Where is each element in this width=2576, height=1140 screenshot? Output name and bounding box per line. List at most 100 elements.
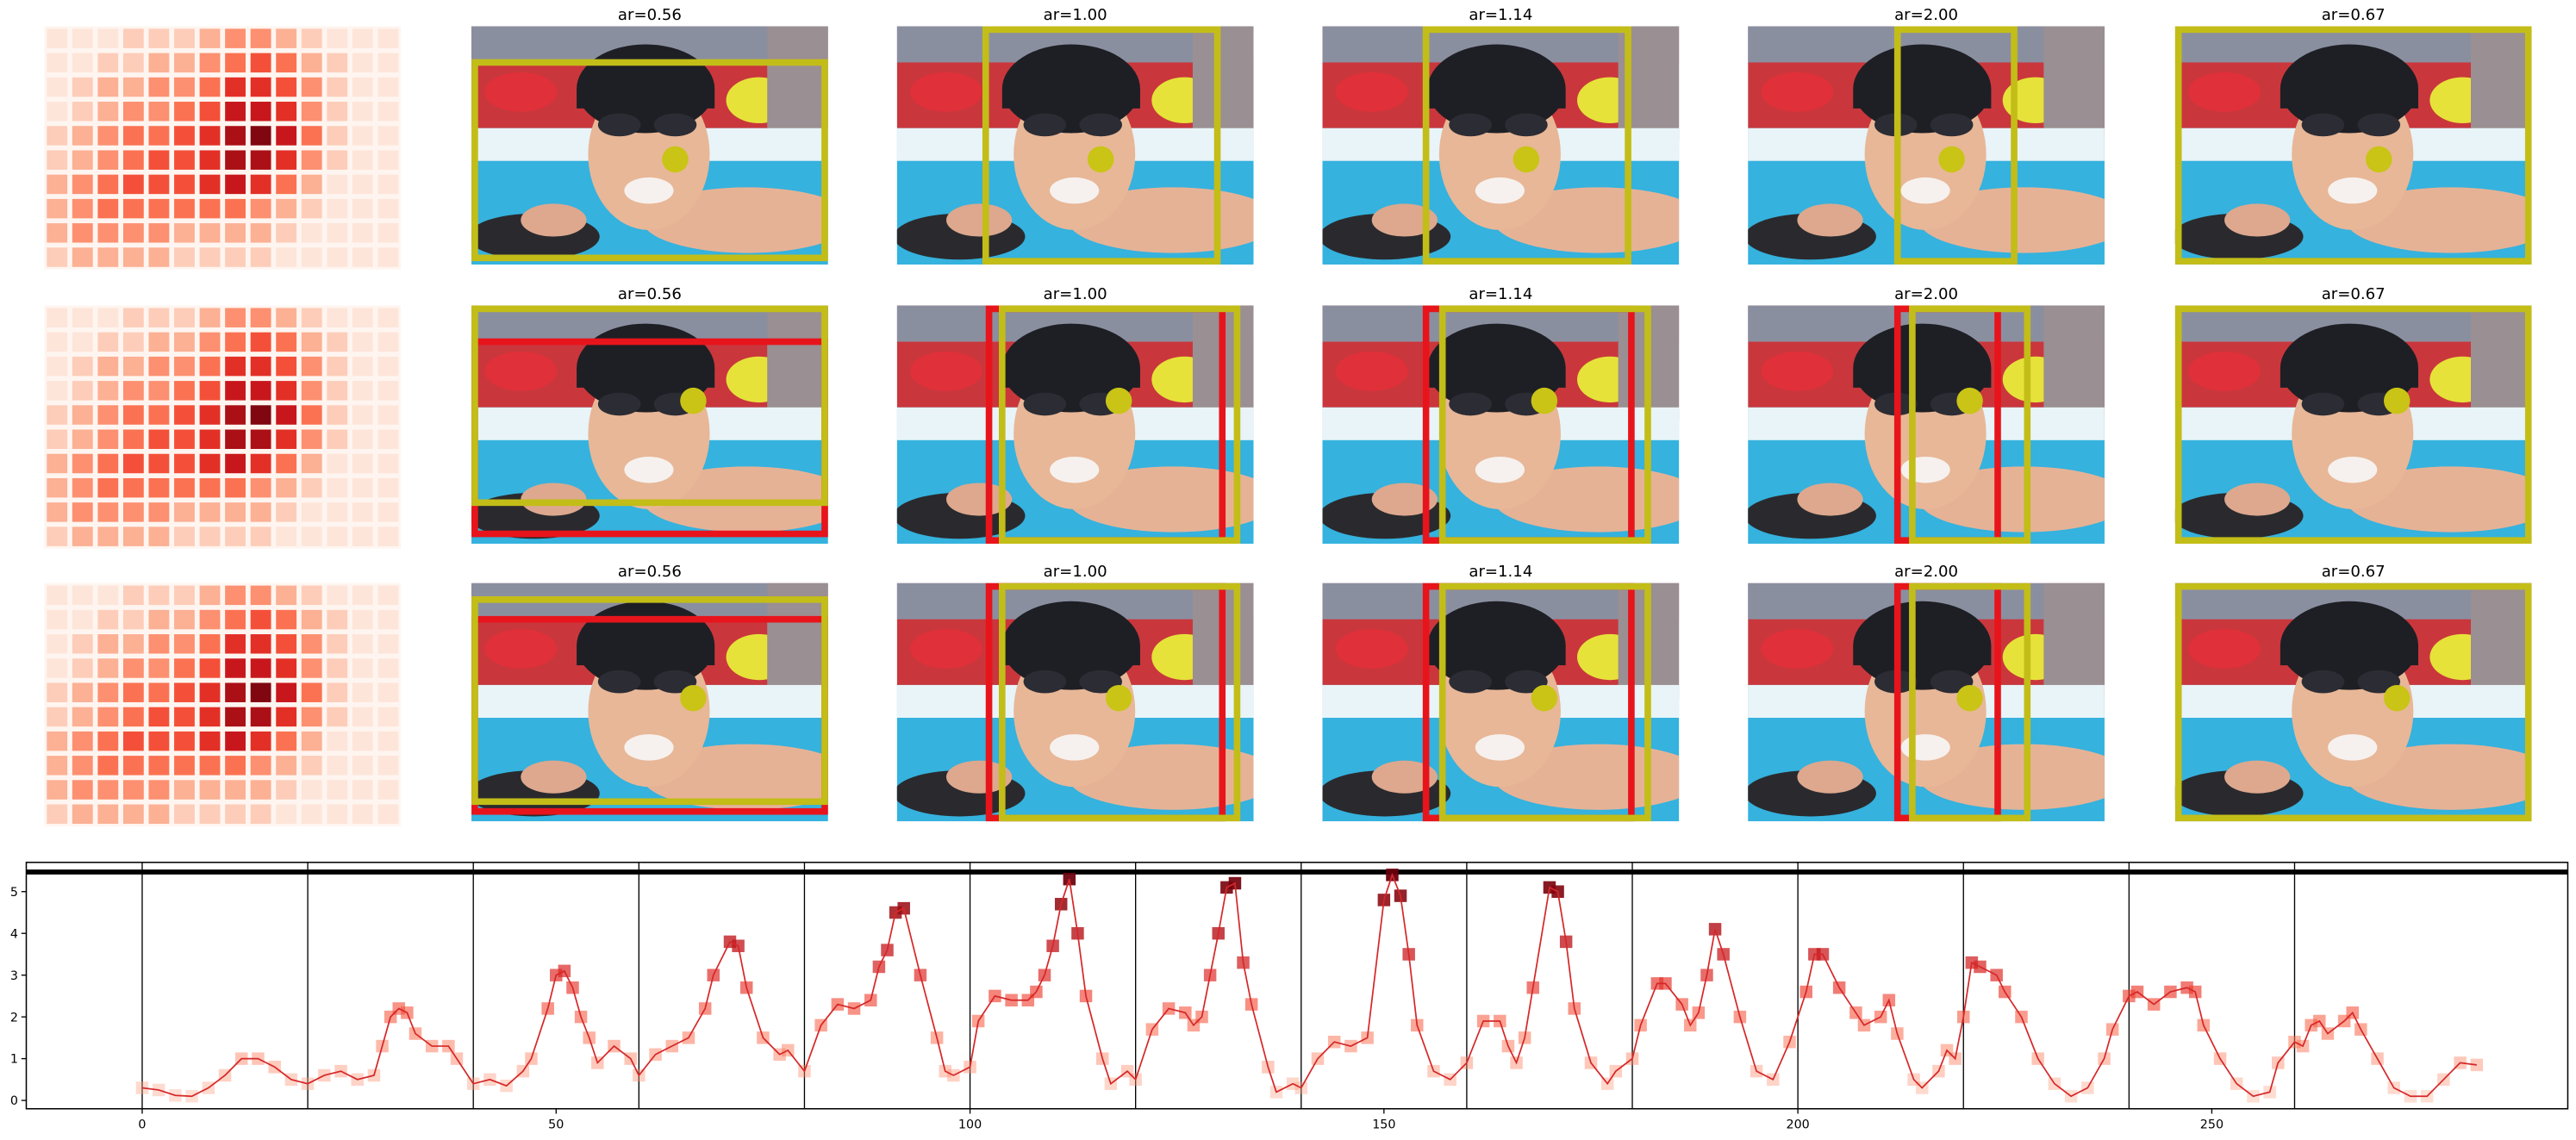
heatmap-cell — [97, 526, 119, 546]
heatmap-cell — [377, 308, 399, 327]
heatmap-cell — [301, 126, 322, 146]
heatmap-cell — [122, 731, 144, 751]
heatmap-cell — [72, 756, 93, 776]
heatmap-cell — [122, 477, 144, 498]
heatmap-cell — [301, 731, 322, 751]
heatmap-cell — [199, 332, 221, 352]
heatmap-cell — [199, 658, 221, 678]
heatmap-cell — [377, 77, 399, 97]
heatmap-cell — [250, 150, 271, 170]
yellow-dot — [1105, 684, 1132, 712]
heatmap-cell — [174, 223, 195, 243]
x-tick-label: 50 — [548, 1118, 564, 1132]
heatmap-cell — [97, 332, 119, 352]
heatmap-cell — [352, 526, 373, 546]
heatmap-cell — [352, 247, 373, 267]
heatmap-cell — [327, 77, 348, 97]
heatmap-cell — [352, 198, 373, 219]
heatmap-cell — [72, 28, 93, 48]
heatmap-cell — [72, 247, 93, 267]
heatmap-cell — [225, 634, 246, 654]
heatmap-cell — [47, 756, 68, 776]
heatmap-cell — [174, 102, 195, 121]
yellow-dot — [1531, 684, 1558, 712]
heatmap-cell — [377, 756, 399, 776]
heatmap-cell — [97, 682, 119, 702]
heatmap-cell — [97, 429, 119, 450]
heatmap-cell — [352, 502, 373, 522]
heatmap-cell — [122, 53, 144, 73]
heatmap-cell — [72, 223, 93, 243]
heatmap-cell — [199, 223, 221, 243]
heatmap-cell — [148, 756, 170, 776]
heatmap-cell — [327, 429, 348, 450]
heatmap-cell — [148, 658, 170, 678]
marker — [135, 1081, 149, 1094]
heatmap-cell — [225, 780, 246, 800]
heatmap-cell — [352, 780, 373, 800]
photo — [1744, 583, 2129, 821]
heatmap-cell — [377, 609, 399, 630]
heatmap-cell — [199, 174, 221, 195]
yellow-box — [2174, 26, 2532, 265]
heatmap-cell — [47, 126, 68, 146]
heatmap-cell — [352, 756, 373, 776]
heatmap-cell — [148, 429, 170, 450]
heatmap-cell — [47, 526, 68, 546]
heatmap-cell — [174, 585, 195, 606]
panel-title: ar=2.00 — [1894, 563, 1958, 581]
panel-title: ar=1.00 — [1044, 6, 1107, 24]
heatmap-cell — [199, 429, 221, 450]
heatmap-cell — [199, 682, 221, 702]
heatmap-cell — [199, 731, 221, 751]
heatmap-cell — [352, 477, 373, 498]
heatmap-cell — [148, 356, 170, 377]
yellow-dot — [2383, 684, 2411, 712]
heatmap-cell — [72, 102, 93, 121]
heatmap-cell — [199, 356, 221, 377]
heatmap-cell — [250, 731, 271, 751]
heatmap-cell — [225, 247, 246, 267]
heatmap-cell — [47, 634, 68, 654]
heatmap-cell — [301, 77, 322, 97]
heatmap-cell — [148, 126, 170, 146]
heatmap-cell — [122, 429, 144, 450]
heatmap-cell — [225, 53, 246, 73]
heatmap-cell — [174, 526, 195, 546]
heatmap-cell — [377, 405, 399, 425]
heatmap-cell — [377, 477, 399, 498]
heatmap-cell — [122, 150, 144, 170]
heatmap-cell — [301, 53, 322, 73]
heatmap-cell — [97, 102, 119, 121]
heatmap-cell — [148, 174, 170, 195]
panel-title: ar=0.67 — [2322, 6, 2386, 24]
heatmap-cell — [352, 102, 373, 121]
heatmap-cell — [97, 634, 119, 654]
heatmap-cell — [97, 609, 119, 630]
heatmap-cell — [47, 102, 68, 121]
heatmap-cell — [250, 780, 271, 800]
heatmap-cell — [276, 332, 297, 352]
heatmap-cell — [377, 223, 399, 243]
heatmap-cell — [250, 634, 271, 654]
heatmap-cell — [174, 429, 195, 450]
heatmap-cell — [97, 658, 119, 678]
heatmap-cell — [148, 780, 170, 800]
heatmap-cell — [47, 658, 68, 678]
heatmap-cell — [148, 453, 170, 474]
yellow-dot — [1087, 146, 1114, 173]
heatmap-cell — [174, 198, 195, 219]
heatmap-cell — [174, 731, 195, 751]
heatmap-cell — [250, 682, 271, 702]
heatmap-cell — [352, 405, 373, 425]
heatmap-cell — [47, 150, 68, 170]
heatmap-cell — [122, 223, 144, 243]
heatmap-cell — [250, 707, 271, 727]
heatmap-cell — [377, 332, 399, 352]
x-tick-label: 250 — [2200, 1118, 2224, 1132]
heatmap-cell — [377, 28, 399, 48]
heatmap-cell — [122, 658, 144, 678]
heatmap-cell — [72, 780, 93, 800]
heatmap-cell — [327, 405, 348, 425]
yellow-box — [982, 26, 1221, 265]
